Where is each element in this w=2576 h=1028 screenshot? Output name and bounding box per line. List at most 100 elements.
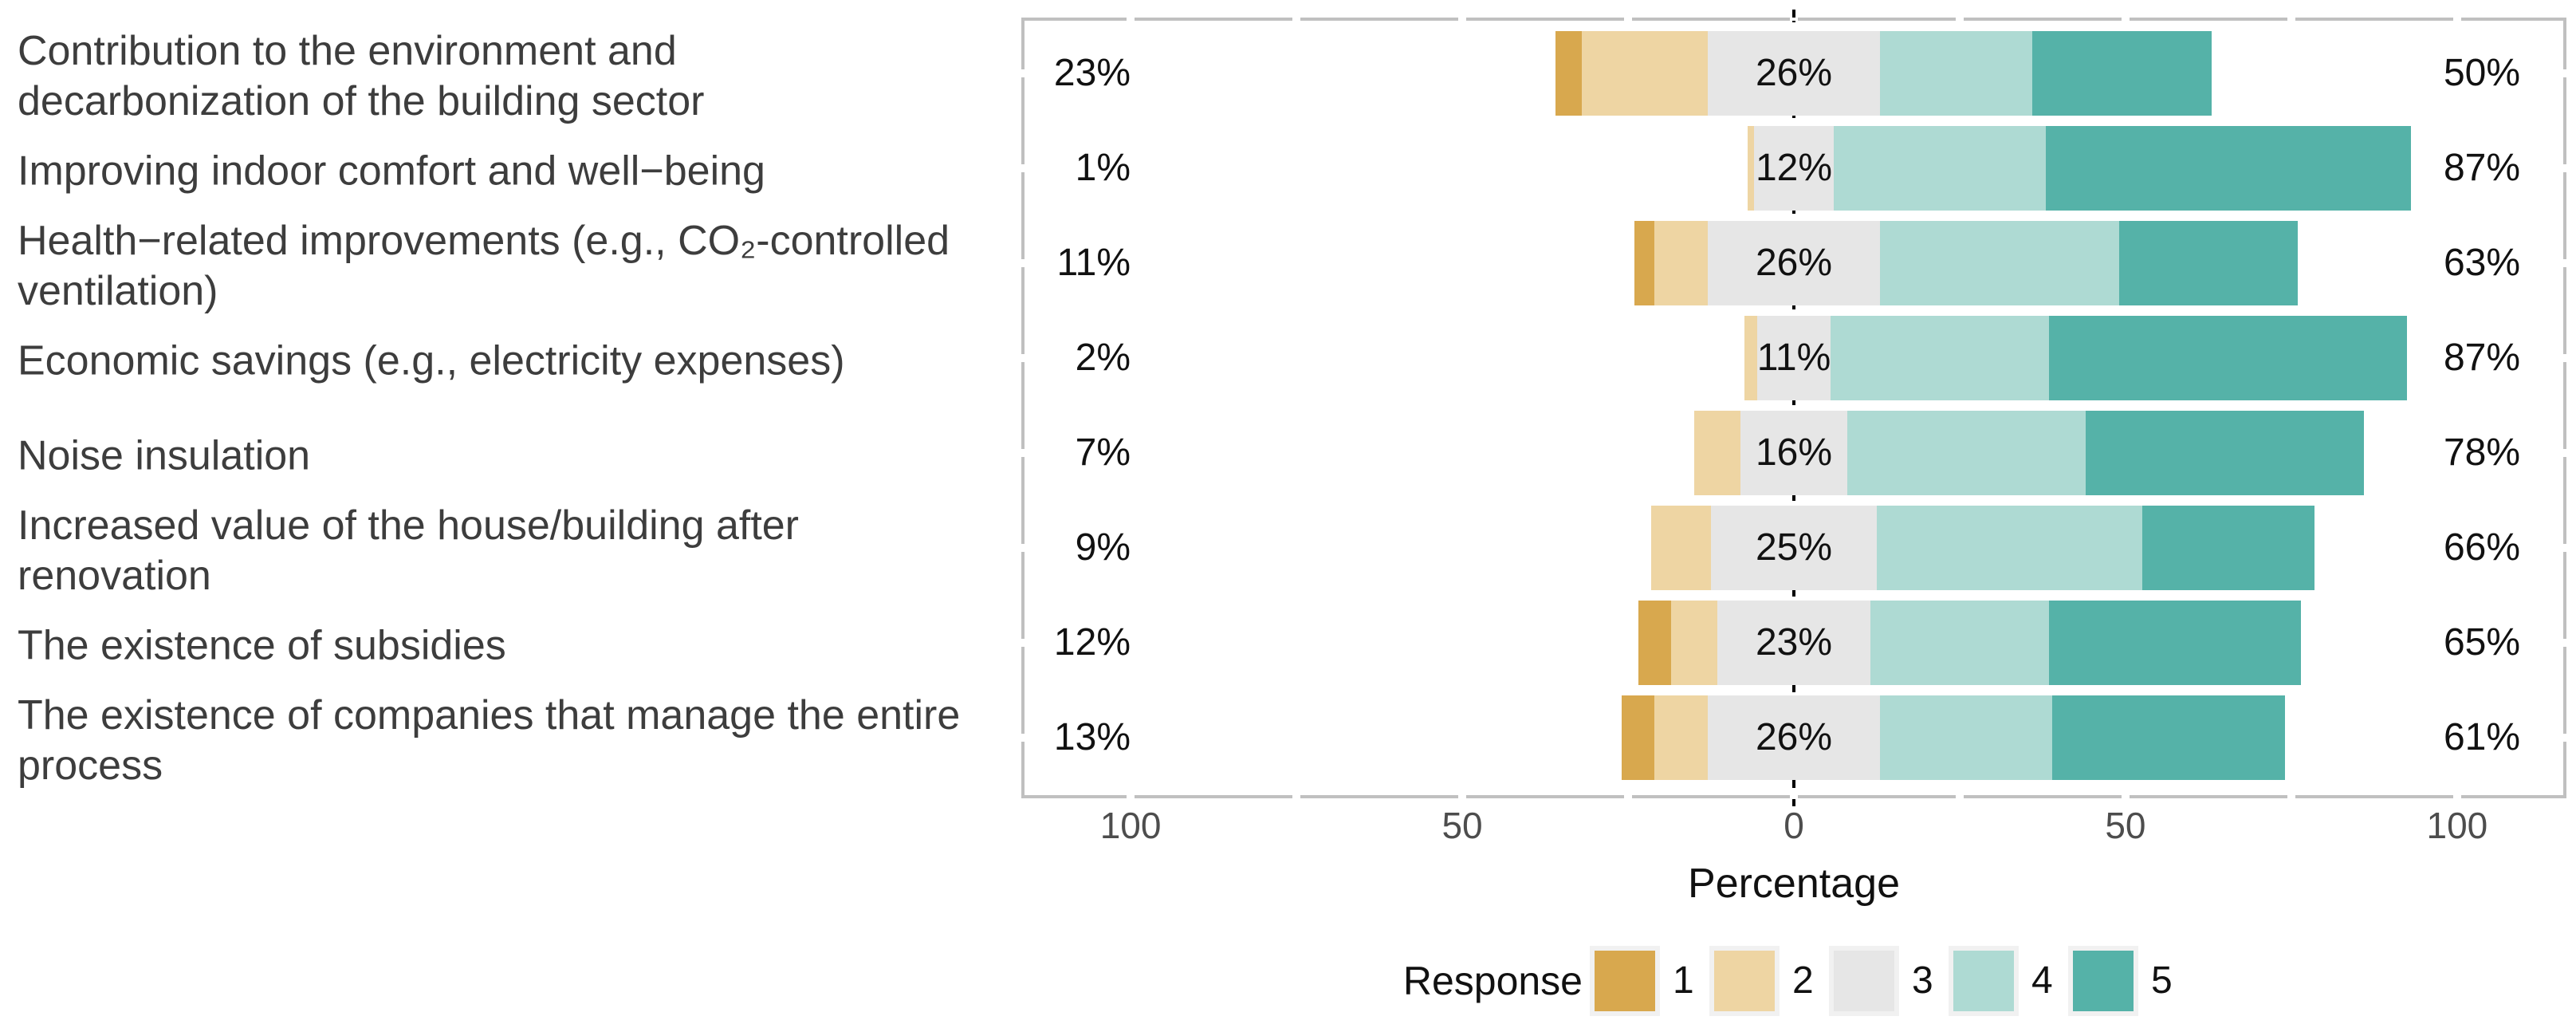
bar-segment-response-2 [1671, 601, 1718, 685]
y-axis-tick [2563, 69, 2566, 77]
legend-label-response-1: 1 [1673, 959, 1694, 1002]
x-axis-minor-tick [2121, 795, 2130, 798]
legend-label-response-4: 4 [2031, 959, 2053, 1002]
legend-swatch-response-2 [1714, 951, 1775, 1011]
bar-segment-response-4 [1880, 31, 2033, 116]
bar-segment-response-1 [1621, 695, 1655, 780]
left-total-label: 23% [1053, 52, 1131, 94]
y-axis-tick [2563, 639, 2566, 647]
neutral-share-label: 12% [1755, 147, 1833, 189]
x-axis-title: Percentage [1688, 861, 1900, 907]
bar-segment-response-3 [1757, 316, 1831, 400]
bar-segment-response-1 [1638, 601, 1672, 685]
zero-reference-line [1792, 10, 1795, 806]
category-label: Improving indoor comfort and well−being [18, 148, 765, 195]
x-axis-tick-label: 100 [2426, 805, 2488, 846]
y-axis-tick [2563, 164, 2566, 172]
y-axis-tick [2563, 259, 2566, 267]
x-axis-tick-label: 50 [2105, 805, 2146, 846]
x-axis-minor-tick [2287, 795, 2295, 798]
right-total-label: 61% [2443, 716, 2521, 758]
plot-panel: 23% 26% 50% 1% 12% 87% 11% 26% 63% 2% 11% 87% 7% 16% 7… [1021, 10, 2566, 806]
y-axis-tick [1021, 449, 1025, 457]
right-total-label: 87% [2443, 147, 2521, 189]
x-axis-minor-tick [2452, 795, 2461, 798]
bar-segment-response-5 [2049, 601, 2302, 685]
right-total-label: 66% [2443, 526, 2521, 569]
x-axis-minor-tick [1292, 795, 1301, 798]
x-axis-minor-tick [1458, 795, 1467, 798]
y-axis-tick [1021, 734, 1025, 742]
bar-segment-response-2 [1694, 411, 1741, 495]
bar-segment-response-2 [1747, 126, 1755, 211]
x-axis-minor-tick [2287, 18, 2295, 21]
legend-label-response-3: 3 [1912, 959, 1933, 1002]
bar-segment-response-5 [2052, 695, 2285, 780]
category-label: The existence of subsidies [18, 622, 506, 669]
bar-segment-response-3 [1740, 411, 1847, 495]
category-label: Health−related improvements (e.g., CO₂-c… [18, 218, 950, 314]
legend-label-response-5: 5 [2151, 959, 2173, 1002]
neutral-share-label: 11% [1756, 337, 1831, 379]
right-total-label: 63% [2443, 242, 2521, 284]
x-axis-minor-tick [1624, 18, 1633, 21]
left-total-label: 12% [1053, 621, 1131, 664]
x-axis-minor-tick [1458, 18, 1467, 21]
right-total-label: 65% [2443, 621, 2521, 664]
bar-segment-response-4 [1870, 601, 2050, 685]
bar-segment-response-3 [1707, 221, 1881, 305]
x-axis-tick-label: 0 [1784, 805, 1804, 846]
bar-segment-response-4 [1830, 316, 2050, 400]
y-axis-tick [1021, 354, 1025, 362]
bar-segment-response-5 [2049, 316, 2408, 400]
bar-segment-response-5 [2118, 221, 2299, 305]
bar-segment-response-3 [1707, 31, 1881, 116]
bar-segment-response-1 [1634, 221, 1655, 305]
x-axis-tick-label: 50 [1441, 805, 1483, 846]
bar-segment-response-3 [1711, 506, 1877, 590]
bar-segment-response-2 [1744, 316, 1758, 400]
y-axis-tick [1021, 544, 1025, 552]
y-axis-tick [2563, 734, 2566, 742]
y-axis-tick [2563, 544, 2566, 552]
right-total-label: 50% [2443, 52, 2521, 94]
x-axis-minor-tick [1127, 795, 1135, 798]
category-label: The existence of companies that manage t… [18, 692, 961, 789]
x-axis-minor-tick [1127, 18, 1135, 21]
neutral-share-label: 16% [1755, 431, 1833, 474]
x-axis-minor-tick [1292, 18, 1301, 21]
bar-segment-response-4 [1880, 695, 2053, 780]
bar-segment-response-4 [1846, 411, 2086, 495]
bar-segment-response-5 [2046, 126, 2411, 211]
bar-segment-response-3 [1707, 695, 1881, 780]
bar-segment-response-2 [1654, 221, 1708, 305]
legend-swatch-response-1 [1595, 951, 1655, 1011]
left-total-label: 1% [1075, 147, 1131, 189]
left-total-label: 11% [1056, 242, 1131, 284]
category-label: Contribution to the environment and deca… [18, 28, 705, 124]
right-total-label: 87% [2443, 337, 2521, 379]
y-axis-tick [2563, 354, 2566, 362]
category-label: Noise insulation [18, 432, 311, 479]
y-axis-tick [1021, 164, 1025, 172]
y-axis-tick [2563, 449, 2566, 457]
right-total-label: 78% [2443, 431, 2521, 474]
legend-swatch-response-5 [2073, 951, 2134, 1011]
y-axis-tick [1021, 69, 1025, 77]
y-axis-tick [1021, 639, 1025, 647]
legend-swatch-response-3 [1834, 951, 1894, 1011]
x-axis-minor-tick [1624, 795, 1633, 798]
bar-segment-response-2 [1581, 31, 1708, 116]
neutral-share-label: 25% [1755, 526, 1833, 569]
neutral-share-label: 26% [1755, 52, 1833, 94]
legend-label-response-2: 2 [1792, 959, 1814, 1002]
legend-swatch-response-4 [1953, 951, 2014, 1011]
bar-segment-response-3 [1754, 126, 1834, 211]
x-axis-tick-label: 100 [1099, 805, 1162, 846]
bar-segment-response-4 [1880, 221, 2119, 305]
left-total-label: 2% [1075, 337, 1131, 379]
category-label: Economic savings (e.g., electricity expe… [18, 337, 845, 384]
x-axis-minor-tick [1955, 795, 1964, 798]
x-axis-minor-tick [2121, 18, 2130, 21]
